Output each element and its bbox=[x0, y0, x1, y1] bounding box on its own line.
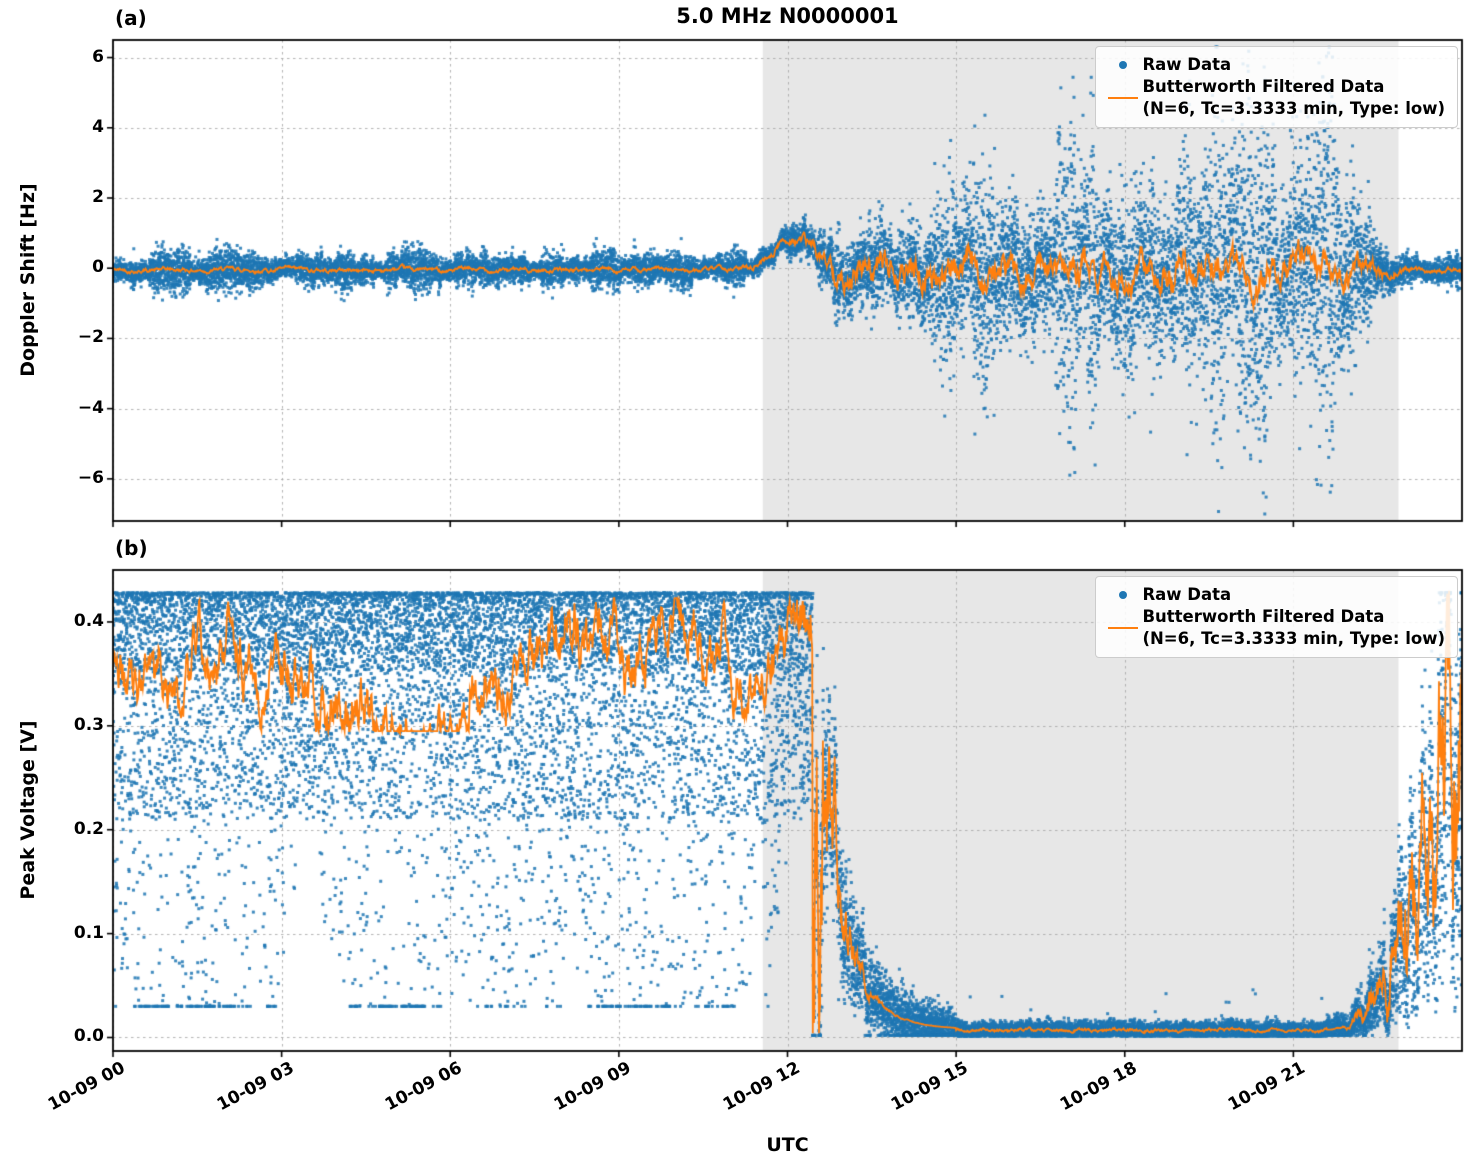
y-tick-label: 0.0 bbox=[73, 1026, 104, 1047]
legend-panel-a: Raw Data Butterworth Filtered Data (N=6,… bbox=[1095, 46, 1458, 129]
filtered-line-marker-icon bbox=[1104, 96, 1142, 99]
y-tick-label: −6 bbox=[77, 467, 104, 488]
legend-entry-filtered: Butterworth Filtered Data (N=6, Tc=3.333… bbox=[1104, 76, 1445, 119]
x-axis-label: UTC bbox=[766, 1134, 809, 1156]
panel-a-label: (a) bbox=[115, 6, 147, 30]
panel-b-label: (b) bbox=[115, 536, 148, 560]
legend-raw-label: Raw Data bbox=[1142, 585, 1232, 604]
legend-entry-raw: Raw Data bbox=[1104, 584, 1445, 606]
y-tick-label: 0.3 bbox=[73, 714, 104, 735]
legend-entry-filtered: Butterworth Filtered Data (N=6, Tc=3.333… bbox=[1104, 606, 1445, 649]
y-tick-label: 0.4 bbox=[73, 610, 104, 631]
legend-entry-raw: Raw Data bbox=[1104, 54, 1445, 76]
legend-filtered-label-line2: (N=6, Tc=3.3333 min, Type: low) bbox=[1142, 98, 1445, 118]
y-axis-label-doppler: Doppler Shift [Hz] bbox=[17, 183, 39, 377]
y-tick-label: 6 bbox=[92, 46, 104, 67]
y-axis-label-voltage: Peak Voltage [V] bbox=[17, 720, 39, 900]
legend-filtered-label-line2: (N=6, Tc=3.3333 min, Type: low) bbox=[1142, 628, 1445, 648]
y-tick-label: 2 bbox=[92, 186, 104, 207]
raw-data-marker-icon bbox=[1104, 61, 1142, 70]
y-tick-label: −2 bbox=[77, 327, 104, 348]
raw-data-marker-icon bbox=[1104, 591, 1142, 600]
y-tick-label: −4 bbox=[77, 397, 104, 418]
y-tick-label: 0.1 bbox=[73, 922, 104, 943]
legend-raw-label: Raw Data bbox=[1142, 55, 1232, 74]
y-tick-label: 0.2 bbox=[73, 818, 104, 839]
legend-filtered-label-line1: Butterworth Filtered Data bbox=[1142, 77, 1385, 97]
filtered-line-marker-icon bbox=[1104, 626, 1142, 629]
legend-filtered-label-line1: Butterworth Filtered Data bbox=[1142, 607, 1385, 627]
y-tick-label: 4 bbox=[92, 116, 104, 137]
y-tick-label: 0 bbox=[92, 257, 104, 278]
chart-title: 5.0 MHz N0000001 bbox=[676, 4, 899, 28]
legend-panel-b: Raw Data Butterworth Filtered Data (N=6,… bbox=[1095, 576, 1458, 659]
